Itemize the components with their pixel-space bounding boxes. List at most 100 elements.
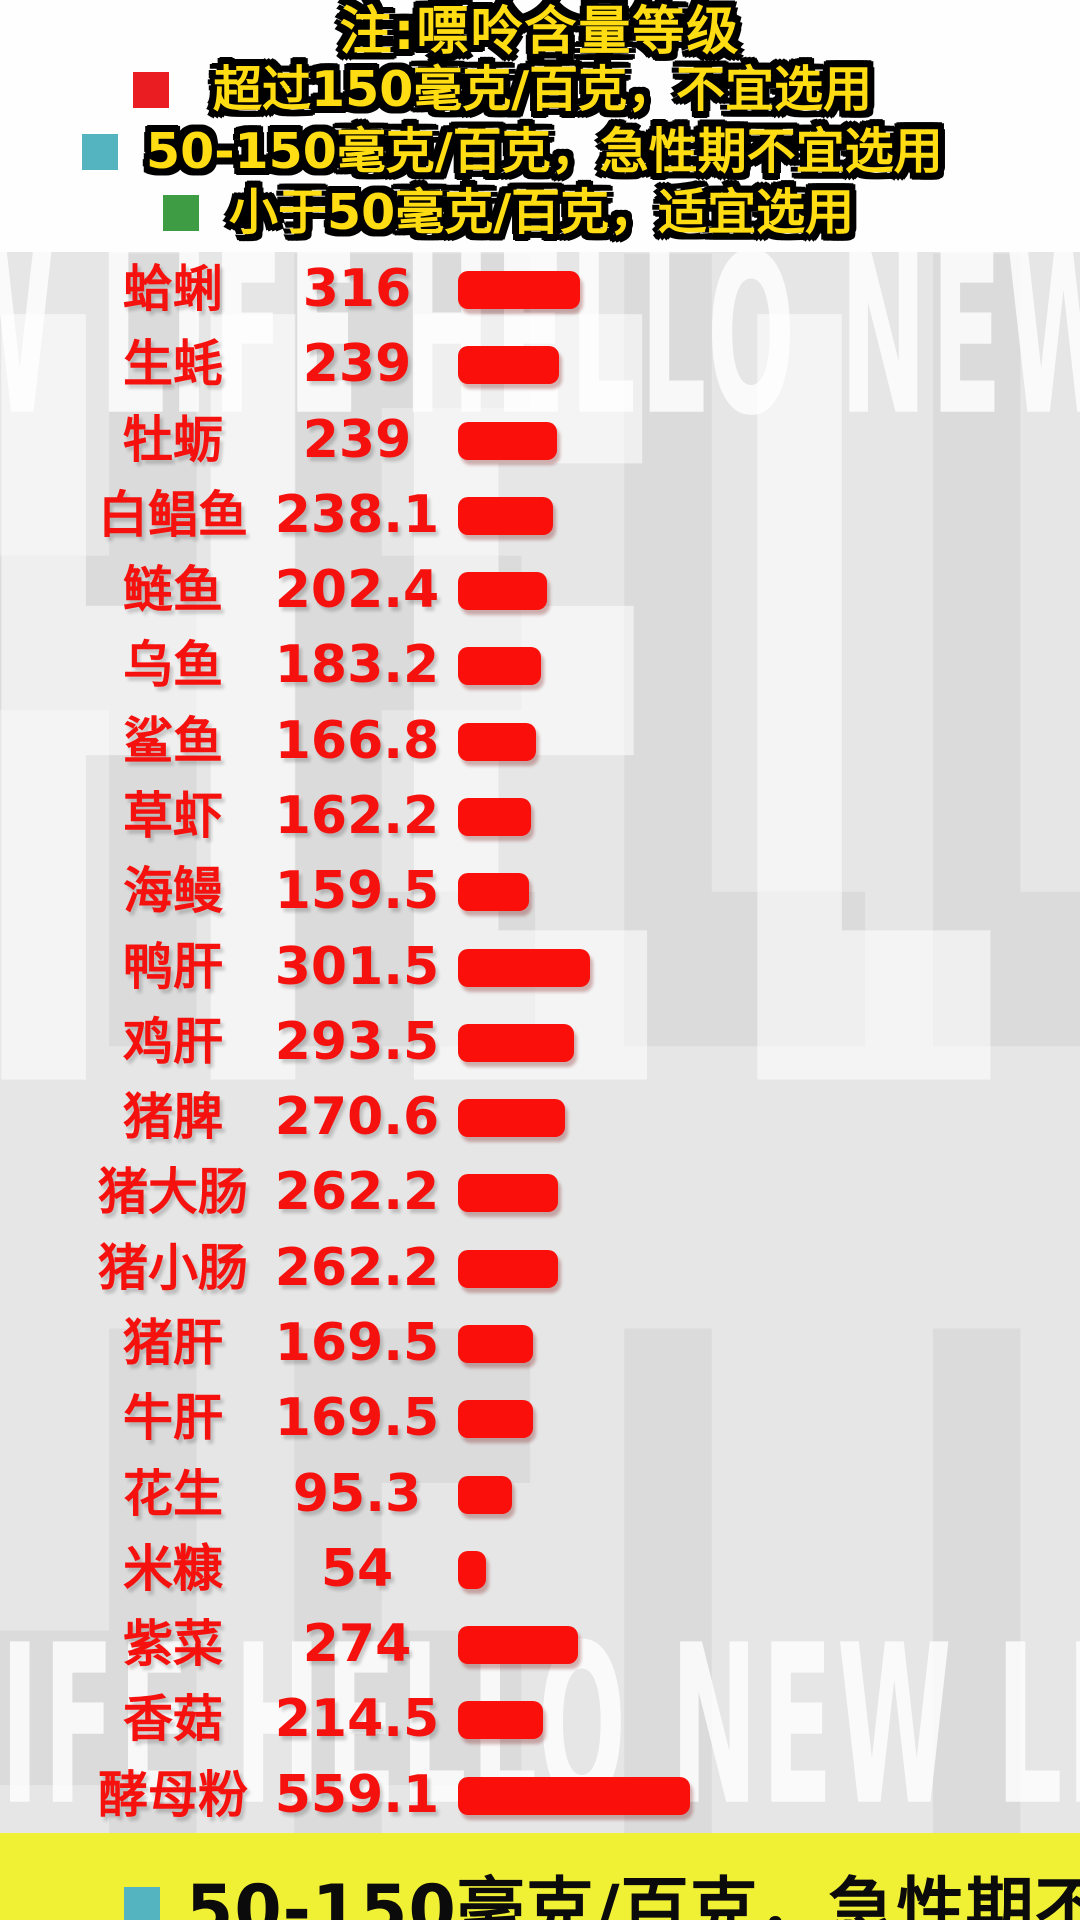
footer-label: 50-150毫克/百克，急性期不宜选用 [186,1871,1080,1920]
value-bar [458,1023,574,1062]
legend-item-low: 小于50毫克/百克，适宜选用 [163,187,854,239]
purine-bar-chart: HELLO HELLO W LIFE HELLO NEW LIFE HELLO … [0,252,1080,1833]
value-bar [458,572,547,611]
purine-value: 559.1 [274,1764,440,1825]
table-row: 鸡肝 293.5 [0,1005,1080,1080]
value-bar [458,1099,565,1138]
table-row: 酵母粉 559.1 [0,1758,1080,1833]
food-label: 鲢鱼 [123,561,223,620]
page-title: 注:嘌呤含量等级 [339,2,741,62]
value-bar [458,1475,512,1514]
purine-value: 270.6 [274,1087,440,1148]
purine-value: 159.5 [274,861,440,922]
value-bar [458,798,531,836]
value-bar [458,1626,578,1665]
food-label: 草虾 [123,787,223,845]
food-label: 紫菜 [123,1615,223,1674]
legend-label-low: 小于50毫克/百克，适宜选用 [229,184,855,241]
value-bar [458,1776,690,1815]
purine-value: 214.5 [274,1689,440,1750]
value-bar [458,421,557,460]
table-row: 猪肝 169.5 [0,1306,1080,1381]
legend-label-medium: 50-150毫克/百克，急性期不宜选用 [146,123,943,180]
table-row: 鸭肝 301.5 [0,930,1080,1005]
purine-value: 238.1 [274,484,440,545]
food-label: 酵母粉 [98,1765,248,1824]
teal-square-icon [124,1887,160,1920]
table-row: 鲨鱼 166.8 [0,704,1080,779]
food-label: 猪大肠 [98,1163,248,1222]
table-row: 米糠 54 [0,1532,1080,1607]
food-label: 白鲳鱼 [98,485,248,544]
food-label: 猪小肠 [98,1238,248,1297]
value-bar [458,1400,533,1439]
bar-rows: 蛤蜊 316 生蚝 239 牡蛎 239 白鲳鱼 238.1 鲢鱼 202.4 乌鱼 183.2 鲨鱼 1… [0,252,1080,1833]
table-row: 乌鱼 183.2 [0,628,1080,703]
food-label: 猪肝 [123,1314,223,1372]
table-row: 鲢鱼 202.4 [0,553,1080,628]
table-row: 生蚝 239 [0,327,1080,402]
purine-value: 169.5 [274,1388,440,1449]
table-row: 牡蛎 239 [0,403,1080,478]
purine-value: 162.2 [274,786,440,846]
food-label: 米糠 [123,1539,223,1598]
food-label: 生蚝 [123,335,223,394]
table-row: 猪小肠 262.2 [0,1231,1080,1306]
food-label: 鸡肝 [123,1012,223,1071]
food-label: 鲨鱼 [123,711,223,770]
value-bar [458,1550,486,1589]
table-row: 花生 95.3 [0,1457,1080,1532]
value-bar [458,496,553,535]
food-label: 海鳗 [123,862,223,921]
purine-value: 54 [320,1538,394,1599]
purine-value: 316 [302,259,412,319]
table-row: 海鳗 159.5 [0,854,1080,929]
purine-value: 239 [302,334,412,395]
red-square-icon [133,72,169,108]
value-bar [458,873,529,912]
food-label: 香菇 [123,1690,223,1749]
value-bar [458,1174,558,1213]
value-bar [458,948,590,987]
value-bar [458,1249,558,1288]
header: 注:嘌呤含量等级 超过150毫克/百克，不宜选用 50-150毫克/百克，急性期… [0,0,1080,252]
table-row: 草虾 162.2 [0,779,1080,854]
green-square-icon [163,195,199,231]
value-bar [458,1325,533,1363]
value-bar [458,346,559,385]
table-row: 白鲳鱼 238.1 [0,478,1080,553]
table-row: 猪大肠 262.2 [0,1155,1080,1230]
legend-label-high: 超过150毫克/百克，不宜选用 [213,61,873,118]
watermark-giant-white: HELLO [0,252,1080,1328]
purine-value: 95.3 [292,1463,422,1524]
table-row: 蛤蜊 316 [0,252,1080,327]
food-label: 乌鱼 [123,636,223,695]
value-bar [458,1701,543,1740]
purine-value: 293.5 [274,1011,440,1072]
purine-value: 274 [302,1614,412,1675]
purine-value: 169.5 [274,1313,440,1373]
value-bar [458,271,580,309]
table-row: 猪脾 270.6 [0,1080,1080,1155]
legend-item-medium: 50-150毫克/百克，急性期不宜选用 [82,126,943,178]
food-label: 花生 [123,1464,223,1523]
table-row: 香菇 214.5 [0,1682,1080,1757]
legend-item-high: 超过150毫克/百克，不宜选用 [133,64,872,116]
table-row: 牛肝 169.5 [0,1381,1080,1456]
footer: 50-150毫克/百克，急性期不宜选用 [0,1833,1080,1920]
food-label: 牡蛎 [123,410,223,469]
value-bar [458,647,541,686]
purine-value: 202.4 [274,560,440,621]
purine-value: 183.2 [274,635,440,696]
purine-value: 262.2 [274,1162,440,1223]
purine-value: 301.5 [274,936,440,997]
purine-value: 262.2 [274,1237,440,1298]
teal-square-icon [82,134,118,170]
food-label: 鸭肝 [123,937,223,996]
purine-value: 239 [302,409,412,470]
food-label: 猪脾 [123,1088,223,1147]
table-row: 紫菜 274 [0,1607,1080,1682]
food-label: 牛肝 [123,1389,223,1448]
purine-value: 166.8 [274,710,440,771]
